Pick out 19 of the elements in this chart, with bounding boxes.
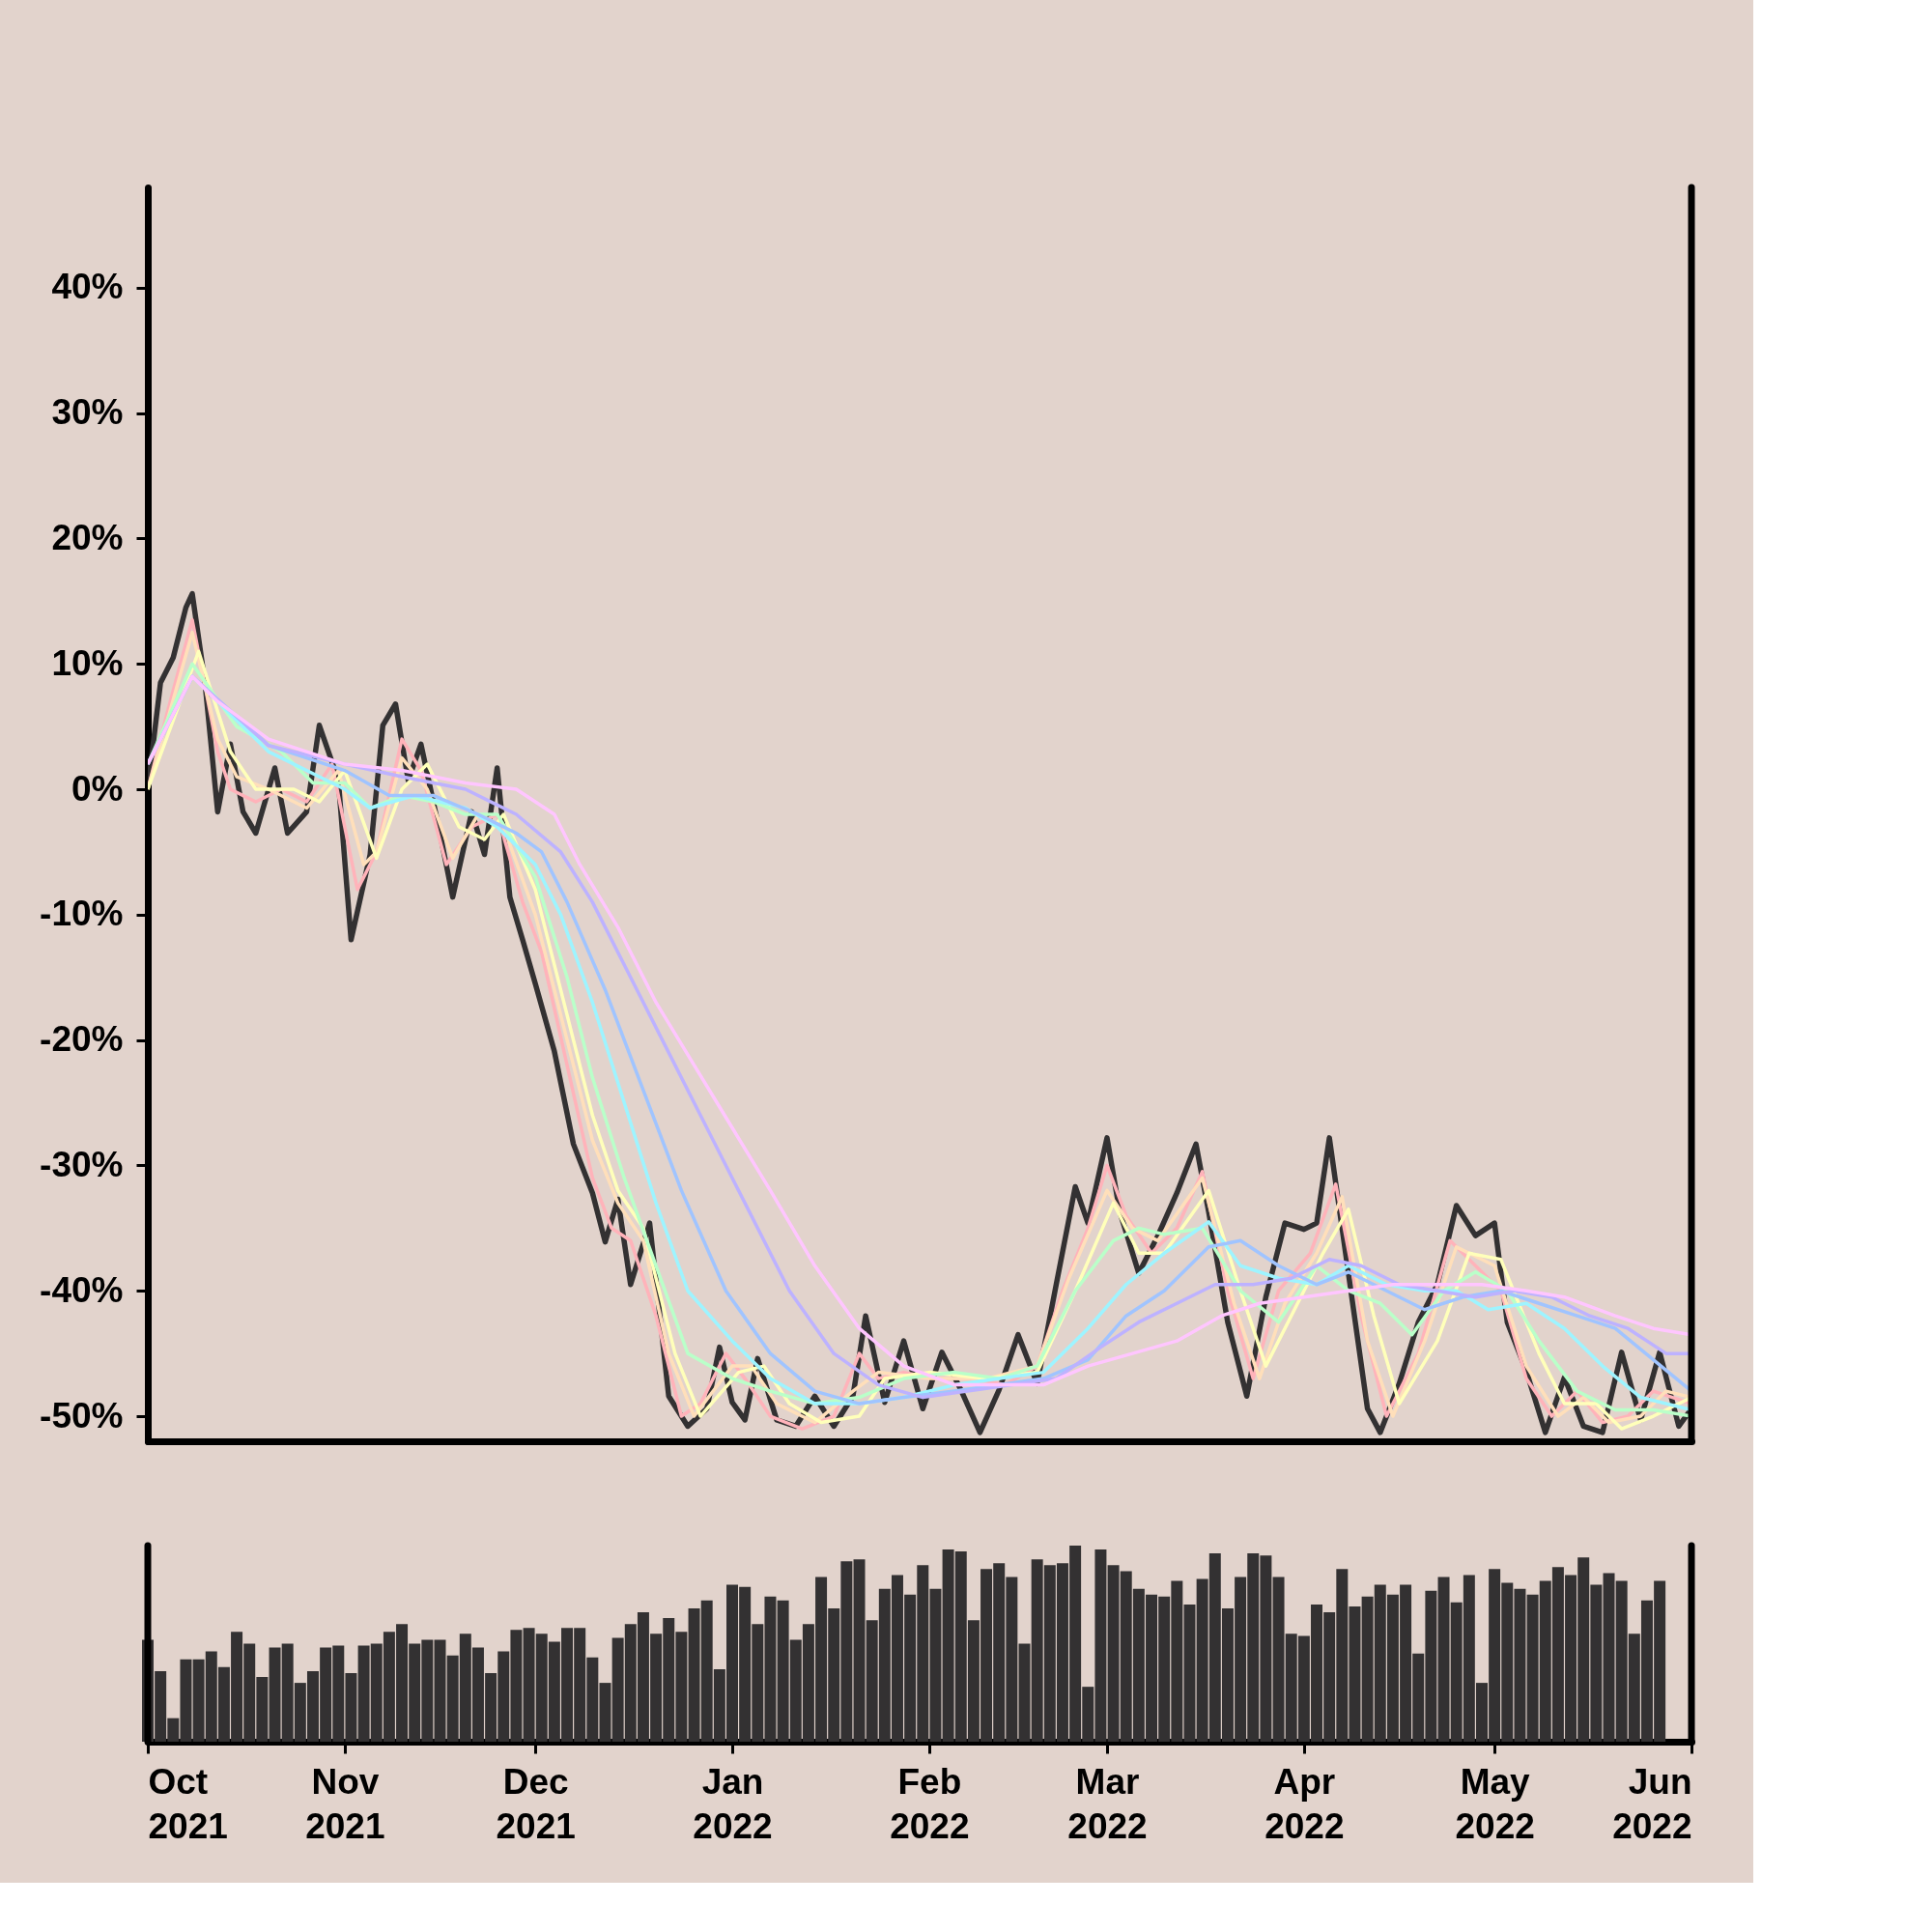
x-tick-label: Jan 2022 — [693, 1761, 773, 1846]
x-tick-label: Feb 2022 — [890, 1761, 970, 1846]
y-tick-label: -30% — [40, 1144, 124, 1184]
y-tick-label: 10% — [51, 642, 124, 683]
y-tick-label: -20% — [40, 1019, 124, 1060]
x-tick-label: Mar 2022 — [1067, 1761, 1148, 1846]
x-tick-label: Dec 2021 — [496, 1761, 576, 1846]
x-tick-label: Oct 2021 — [148, 1761, 228, 1846]
y-tick-label: 30% — [51, 392, 124, 433]
y-tick-label: 20% — [51, 517, 124, 557]
y-tick-label: 40% — [51, 267, 124, 307]
x-tick-label: May 2022 — [1455, 1761, 1535, 1846]
y-tick-label: -10% — [40, 894, 124, 934]
y-tick-label: -50% — [40, 1395, 124, 1435]
x-tick-label: Apr 2022 — [1264, 1761, 1345, 1846]
x-tick-label: Nov 2021 — [305, 1761, 385, 1846]
x-tick-label: Jun 2022 — [1612, 1761, 1692, 1846]
y-tick-label: 0% — [71, 768, 124, 809]
y-tick-label: -40% — [40, 1269, 124, 1310]
